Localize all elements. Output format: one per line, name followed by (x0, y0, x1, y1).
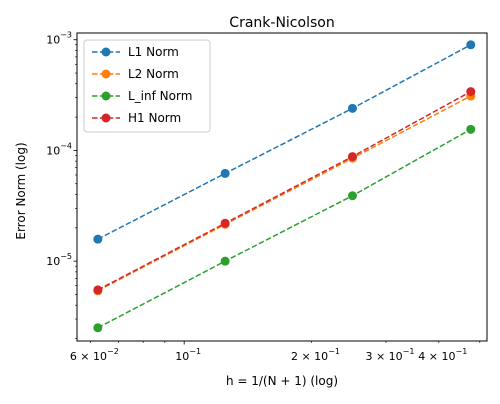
legend-marker (101, 47, 111, 57)
chart-title: Crank-Nicolson (229, 15, 334, 31)
legend-label: L2 Norm (128, 67, 179, 81)
data-point (93, 234, 103, 244)
series-layer (93, 40, 476, 333)
series-3 (93, 124, 476, 333)
x-tick-label: 3 × 10−1 (365, 347, 414, 363)
legend-marker (101, 69, 111, 79)
series-line (97, 90, 472, 291)
series-4 (93, 87, 476, 295)
legend-item: L1 Norm (92, 45, 179, 59)
series-line (97, 128, 472, 329)
legend-box (83, 39, 211, 133)
legend-marker (101, 91, 111, 101)
plot-frame (76, 32, 488, 342)
data-point (347, 152, 357, 162)
data-point (466, 124, 476, 134)
data-point (466, 40, 476, 50)
data-point (347, 191, 357, 201)
x-tick-label: 2 × 10−1 (291, 347, 340, 363)
x-axis-label: h = 1/(N + 1) (log) (226, 374, 338, 388)
legend-item: H1 Norm (92, 111, 181, 125)
data-point (93, 285, 103, 295)
legend-label: L_inf Norm (128, 89, 192, 103)
x-tick-label: 4 × 10−1 (418, 347, 467, 363)
y-tick-label: 10−3 (46, 31, 72, 47)
legend-label: H1 Norm (128, 111, 181, 125)
x-tick-label: 6 × 10−2 (70, 347, 119, 363)
legend-item: L2 Norm (92, 67, 179, 81)
legend-label: L1 Norm (128, 45, 179, 59)
data-point (347, 103, 357, 113)
axis-ticks: 10−1 6 × 10−2 2 × 10−1 3 × 10−1 4 × 10−1 10−5… (46, 31, 481, 363)
y-axis-label: Error Norm (log) (14, 142, 28, 239)
data-point (220, 256, 230, 266)
legend: L1 Norm L2 Norm L_inf Norm H1 Norm (83, 39, 211, 133)
data-point (93, 323, 103, 333)
x-tick-label: 10−1 (175, 347, 201, 363)
legend-item: L_inf Norm (92, 89, 192, 103)
series-line (97, 44, 472, 240)
data-point (220, 168, 230, 178)
legend-marker (101, 113, 111, 123)
series-1 (93, 40, 476, 244)
series-line (97, 95, 472, 292)
data-point (466, 87, 476, 97)
y-tick-label: 10−5 (46, 252, 72, 268)
y-tick-label: 10−4 (46, 141, 72, 157)
data-point (220, 218, 230, 228)
